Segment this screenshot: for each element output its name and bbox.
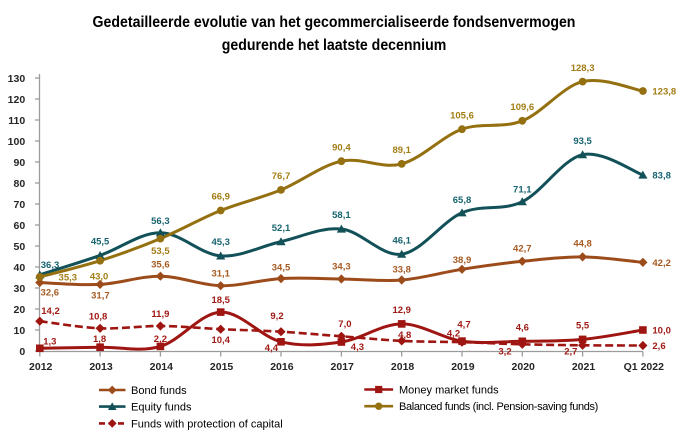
svg-text:11,9: 11,9 [151, 309, 169, 320]
svg-text:36,3: 36,3 [41, 260, 60, 271]
svg-text:12,9: 12,9 [392, 305, 411, 316]
svg-text:5,5: 5,5 [576, 321, 590, 332]
svg-text:32,6: 32,6 [41, 288, 60, 299]
svg-text:100: 100 [8, 136, 26, 148]
svg-text:18,5: 18,5 [211, 295, 230, 306]
svg-text:14,2: 14,2 [41, 306, 60, 317]
svg-text:45,3: 45,3 [211, 237, 230, 248]
svg-text:2,7: 2,7 [564, 347, 577, 358]
svg-text:2018: 2018 [391, 361, 415, 373]
svg-text:1,8: 1,8 [93, 334, 106, 345]
svg-text:123,8: 123,8 [652, 87, 676, 98]
svg-text:4,8: 4,8 [398, 330, 411, 341]
svg-text:2,2: 2,2 [154, 334, 167, 345]
svg-text:2015: 2015 [210, 361, 234, 373]
svg-text:4,3: 4,3 [351, 342, 364, 353]
svg-text:80: 80 [14, 178, 26, 190]
svg-text:35,3: 35,3 [59, 273, 78, 284]
svg-text:53,5: 53,5 [151, 246, 170, 257]
svg-text:Balanced funds (incl. Pension-: Balanced funds (incl. Pension-saving fun… [399, 401, 598, 413]
svg-text:60: 60 [14, 220, 26, 232]
svg-text:58,1: 58,1 [332, 210, 351, 221]
svg-text:120: 120 [8, 94, 26, 106]
svg-text:110: 110 [8, 115, 25, 127]
svg-text:2021: 2021 [572, 361, 596, 373]
svg-text:70: 70 [14, 199, 26, 211]
svg-text:30: 30 [14, 283, 26, 295]
svg-text:Funds with protection of capit: Funds with protection of capital [131, 418, 283, 430]
svg-text:Q1 2022: Q1 2022 [624, 361, 664, 373]
svg-text:52,1: 52,1 [272, 223, 291, 234]
svg-text:10,4: 10,4 [211, 335, 230, 346]
svg-text:0: 0 [19, 346, 25, 358]
svg-text:65,8: 65,8 [453, 195, 472, 206]
svg-text:128,3: 128,3 [571, 63, 595, 74]
svg-text:38,9: 38,9 [453, 255, 472, 266]
svg-text:2019: 2019 [451, 361, 475, 373]
svg-text:31,7: 31,7 [91, 291, 110, 302]
svg-text:2020: 2020 [512, 361, 536, 373]
svg-text:3,2: 3,2 [498, 346, 511, 357]
svg-text:10,0: 10,0 [652, 326, 671, 337]
svg-text:50: 50 [14, 241, 26, 253]
svg-text:109,6: 109,6 [510, 102, 534, 113]
svg-text:83,8: 83,8 [652, 171, 671, 182]
svg-text:43,0: 43,0 [90, 271, 109, 282]
svg-text:4,4: 4,4 [265, 343, 279, 354]
svg-text:2,6: 2,6 [652, 341, 665, 352]
svg-text:1,3: 1,3 [43, 337, 56, 348]
svg-text:45,5: 45,5 [91, 237, 110, 248]
svg-text:40: 40 [14, 262, 26, 274]
svg-text:9,2: 9,2 [270, 311, 283, 322]
svg-text:4,6: 4,6 [516, 323, 529, 334]
svg-text:76,7: 76,7 [272, 171, 291, 182]
svg-text:44,8: 44,8 [573, 239, 592, 250]
svg-text:2014: 2014 [150, 361, 174, 373]
svg-text:90: 90 [14, 157, 26, 169]
svg-text:34,3: 34,3 [332, 262, 351, 273]
svg-text:7,0: 7,0 [338, 319, 351, 330]
svg-text:2013: 2013 [89, 361, 113, 373]
svg-text:31,1: 31,1 [211, 269, 230, 280]
svg-text:66,9: 66,9 [211, 192, 230, 203]
svg-text:46,1: 46,1 [392, 235, 411, 246]
svg-text:130: 130 [8, 73, 26, 85]
svg-text:33,8: 33,8 [392, 265, 411, 276]
svg-text:105,6: 105,6 [450, 110, 474, 121]
svg-text:56,3: 56,3 [151, 216, 170, 227]
svg-text:35,6: 35,6 [151, 259, 170, 270]
svg-text:42,2: 42,2 [652, 258, 671, 269]
svg-text:34,5: 34,5 [272, 262, 291, 273]
svg-text:Equity funds: Equity funds [131, 402, 192, 414]
svg-text:2017: 2017 [331, 361, 355, 373]
svg-text:93,5: 93,5 [573, 136, 592, 147]
svg-text:4,7: 4,7 [457, 320, 470, 331]
svg-text:10,8: 10,8 [89, 311, 108, 322]
svg-text:71,1: 71,1 [513, 185, 532, 196]
svg-text:10: 10 [14, 325, 26, 337]
svg-text:2012: 2012 [29, 361, 53, 373]
svg-text:2016: 2016 [270, 361, 294, 373]
svg-text:4,2: 4,2 [447, 329, 460, 340]
svg-text:90,4: 90,4 [332, 142, 351, 153]
svg-text:42,7: 42,7 [513, 244, 532, 255]
svg-text:Bond funds: Bond funds [131, 385, 187, 397]
svg-text:89,1: 89,1 [392, 145, 411, 156]
svg-text:20: 20 [14, 304, 26, 316]
svg-text:Money market funds: Money market funds [399, 384, 499, 396]
